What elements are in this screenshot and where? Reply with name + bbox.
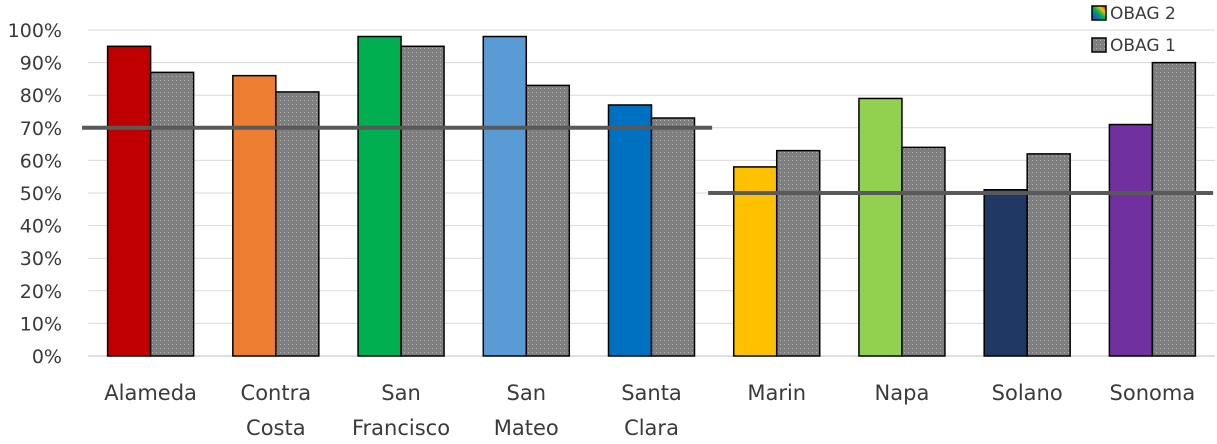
- category-label: Costa: [246, 416, 306, 440]
- bar-obag-1-san-mateo: [525, 84, 571, 357]
- category-label: Napa: [875, 381, 930, 405]
- bar-obag-1-napa: [901, 146, 946, 357]
- bar-obag-2-san-mateo: [482, 35, 528, 357]
- y-tick-label: 0%: [32, 346, 62, 368]
- bars: [106, 35, 1197, 357]
- legend-item-obag-2: OBAG 2: [1091, 4, 1176, 24]
- bar-obag-1-san-francisco: [400, 45, 445, 357]
- reference-lines: [82, 125, 1213, 195]
- legend-item-obag-1: OBAG 1: [1091, 36, 1176, 56]
- bar-obag-1-marin: [775, 149, 821, 357]
- category-label: Mateo: [494, 416, 559, 440]
- bar-obag-2-contra-costa: [232, 74, 277, 357]
- x-axis-category-labels: Alameda Contra Costa San Francisco San Mateo Sa…: [104, 381, 1195, 440]
- legend-swatch-obag-2: [1091, 5, 1107, 21]
- category-label: Solano: [992, 381, 1063, 405]
- y-tick-label: 40%: [20, 216, 62, 238]
- bar-obag-2-solano: [983, 188, 1028, 357]
- category-label: Sonoma: [1110, 381, 1196, 405]
- bar-obag-2-santa-clara: [607, 104, 653, 357]
- y-tick-label: 50%: [20, 183, 62, 205]
- category-label: Marin: [747, 381, 806, 405]
- bar-obag-1-alameda: [149, 71, 195, 357]
- bar-obag-1-santa-clara: [650, 117, 696, 357]
- y-tick-label: 70%: [20, 118, 62, 140]
- category-label: San: [507, 381, 547, 405]
- category-label: Francisco: [352, 416, 450, 440]
- bar-obag-1-solano: [1026, 153, 1071, 357]
- legend-label-obag-1: OBAG 1: [1110, 36, 1176, 56]
- bar-obag-2-napa: [858, 97, 903, 357]
- category-label: Contra: [241, 381, 312, 405]
- bar-obag-1-sonoma: [1151, 61, 1197, 357]
- legend: OBAG 2 OBAG 1: [1091, 4, 1176, 56]
- bar-obag-2-san-francisco: [357, 35, 402, 357]
- bar-obag-2-sonoma: [1108, 123, 1154, 357]
- bar-obag-1-contra-costa: [275, 91, 320, 357]
- y-axis-tick-labels: 0% 10% 20% 30% 40% 50% 60% 70% 80% 90% 100%: [8, 20, 62, 368]
- y-tick-label: 80%: [20, 85, 62, 107]
- legend-swatch-obag-1: [1091, 37, 1107, 53]
- y-tick-label: 90%: [20, 53, 62, 75]
- legend-label-obag-2: OBAG 2: [1110, 4, 1176, 24]
- category-label: Clara: [624, 416, 679, 440]
- y-tick-label: 20%: [20, 281, 62, 303]
- y-tick-label: 10%: [20, 313, 62, 335]
- y-tick-label: 60%: [20, 150, 62, 172]
- category-label: Santa: [621, 381, 682, 405]
- bar-obag-2-alameda: [106, 45, 152, 357]
- y-tick-label: 30%: [20, 248, 62, 270]
- y-tick-label: 100%: [8, 20, 62, 42]
- bar-obag-2-marin: [732, 166, 778, 357]
- category-label: San: [381, 381, 421, 405]
- category-label: Alameda: [104, 381, 197, 405]
